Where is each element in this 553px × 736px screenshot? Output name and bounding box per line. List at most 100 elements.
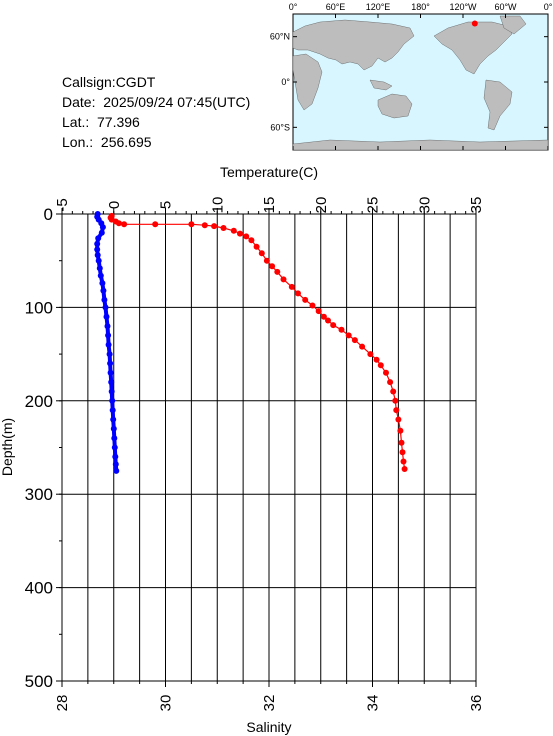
- temperature-tick-label: 10: [209, 197, 226, 214]
- salinity-point: [109, 397, 116, 404]
- salinity-point: [111, 444, 118, 451]
- temperature-tick-label: 30: [416, 197, 433, 214]
- longitude-text: Lon.: 256.695: [62, 134, 152, 150]
- map-land: [292, 15, 549, 151]
- temperature-point: [108, 216, 115, 223]
- temperature-point: [387, 379, 394, 386]
- float-location-marker: [471, 20, 478, 27]
- salinity-point: [111, 435, 118, 442]
- temperature-point: [359, 343, 366, 350]
- temperature-point: [392, 397, 399, 404]
- map-tick-marks: [292, 14, 549, 150]
- salinity-axis-title: Salinity: [246, 719, 291, 735]
- salinity-point: [107, 360, 114, 367]
- temperature-point: [320, 313, 327, 320]
- profile-info: Callsign:CGDT Date: 2025/09/24 07:45(UTC…: [62, 72, 250, 152]
- temperature-point: [295, 290, 301, 297]
- temperature-point: [338, 326, 345, 333]
- land-eurasia: [292, 19, 415, 71]
- depth-tick-label: 0: [44, 205, 53, 224]
- salinity-point: [108, 388, 115, 395]
- temperature-point: [330, 322, 337, 329]
- map-latitude-label: 60°N: [270, 32, 290, 42]
- temperature-point: [302, 296, 309, 303]
- salinity-point: [96, 265, 103, 272]
- temperature-point: [263, 257, 270, 264]
- temperature-point: [397, 427, 404, 434]
- land-greenland: [499, 15, 527, 35]
- salinity-point: [94, 246, 101, 253]
- series-layer: [94, 211, 408, 474]
- temperature-point: [315, 308, 322, 315]
- temperature-point: [269, 263, 276, 270]
- salinity-point: [106, 351, 113, 358]
- salinity-point: [104, 323, 111, 330]
- temperature-point: [377, 362, 384, 369]
- temperature-profile-line: [109, 215, 406, 470]
- land-north-america: [433, 21, 513, 75]
- salinity-point: [112, 453, 119, 460]
- map-longitude-label: 0°: [544, 2, 553, 12]
- map-latitude-label: 0°: [281, 77, 290, 87]
- map-latitude-labels: 60°N 0° 60°S: [270, 32, 291, 133]
- temperature-point: [152, 221, 159, 228]
- salinity-point: [105, 341, 112, 348]
- salinity-point: [98, 220, 105, 227]
- land-indonesia: [369, 79, 393, 91]
- land-south-america: [483, 79, 513, 131]
- salinity-profile-line: [95, 212, 119, 473]
- salinity-point: [97, 272, 104, 279]
- temperature-tick-label: -5: [54, 198, 71, 211]
- temperature-point: [367, 351, 374, 358]
- map-latitude-label: 60°S: [270, 122, 290, 132]
- temperature-point: [211, 223, 218, 230]
- temperature-point: [274, 268, 281, 275]
- salinity-point: [95, 257, 102, 264]
- salinity-tick-label: 34: [365, 695, 382, 712]
- temperature-point: [230, 227, 237, 234]
- temperature-point: [107, 214, 114, 221]
- map-longitude-label: 180°: [411, 2, 430, 12]
- depth-tick-label: 300: [25, 485, 53, 504]
- salinity-tick-label: 28: [54, 695, 71, 712]
- depth-axis-title: Depth(m): [0, 418, 15, 476]
- map-longitude-label: 120°E: [366, 2, 391, 12]
- temperature-point: [188, 221, 195, 228]
- salinity-point: [105, 332, 112, 339]
- temperature-point: [253, 243, 260, 250]
- plot-frame: [61, 213, 477, 682]
- salinity-point: [99, 224, 106, 231]
- latitude-text: Lat.: 77.396: [62, 114, 140, 130]
- depth-tick-label: 100: [25, 298, 53, 317]
- salinity-point: [110, 425, 117, 432]
- temperature-point: [115, 220, 122, 227]
- salinity-point: [94, 240, 101, 247]
- temperature-tick-label: 35: [468, 197, 485, 214]
- map-longitude-label: 0°: [289, 2, 298, 12]
- salinity-point: [95, 235, 102, 242]
- world-map: 0° 60°E 120°E 180° 120°W 60°W 0° 60°N 0° 60°S: [270, 2, 553, 151]
- salinity-point: [98, 229, 105, 236]
- temperature-point: [121, 221, 128, 228]
- depth-axis: 0 100 200 300 400 500: [25, 205, 62, 691]
- temperature-tick-label: 0: [106, 201, 123, 209]
- temperature-point: [383, 369, 389, 376]
- temperature-point: [280, 276, 287, 283]
- map-longitude-label: 60°E: [326, 2, 346, 12]
- temperature-tick-label: 15: [261, 197, 278, 214]
- salinity-tick-label: 30: [158, 695, 175, 712]
- land-australia: [377, 93, 413, 119]
- salinity-point: [108, 379, 115, 386]
- salinity-tick-label: 36: [468, 695, 485, 712]
- salinity-point: [109, 407, 116, 414]
- salinity-point: [94, 252, 101, 259]
- temperature-tick-label: 25: [365, 197, 382, 214]
- temperature-point: [390, 388, 397, 395]
- map-longitude-label: 120°W: [449, 2, 477, 12]
- temperature-point: [398, 439, 405, 446]
- temperature-point: [243, 233, 250, 240]
- temperature-point: [248, 237, 255, 244]
- temperature-axis: -5 0 5 10 15 20 25 30 35: [54, 197, 485, 214]
- salinity-point: [107, 369, 114, 376]
- temperature-axis-title: Temperature(C): [220, 164, 318, 180]
